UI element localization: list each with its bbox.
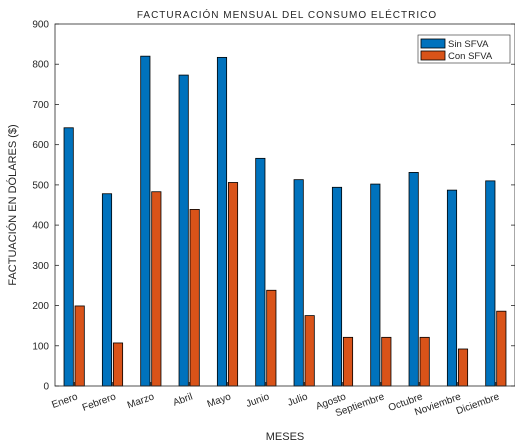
bar-sin-sfva-julio xyxy=(293,179,304,387)
y-tick-label: 800 xyxy=(32,60,49,71)
bar-sin-sfva-enero xyxy=(63,127,74,387)
bar-sin-sfva-abril xyxy=(178,74,189,387)
bar-sin-sfva-noviembre xyxy=(446,189,458,387)
x-tick-label-diciembre: Diciembre xyxy=(455,391,501,417)
x-tick-label-abril: Abril xyxy=(172,391,195,408)
bar-con-sfva-mayo xyxy=(227,182,239,387)
y-tick-label: 500 xyxy=(32,180,49,191)
y-tick-label: 0 xyxy=(43,382,49,393)
y-tick-label: 700 xyxy=(32,100,49,111)
bar-sin-sfva-junio xyxy=(255,157,266,387)
chart-title: FACTURACIÓN MENSUAL DEL CONSUMO ELÉCTRIC… xyxy=(137,8,437,21)
plot-frame xyxy=(54,23,515,387)
bar-con-sfva-octubre xyxy=(419,336,430,387)
y-tick-label: 100 xyxy=(32,341,49,352)
bar-con-sfva-noviembre xyxy=(457,348,469,387)
bar-con-sfva-junio xyxy=(266,289,277,387)
y-tick-label: 400 xyxy=(32,221,49,232)
bar-sin-sfva-mayo xyxy=(216,56,228,387)
bar-con-sfva-abril xyxy=(189,209,200,387)
legend: Sin SFVA Con SFVA xyxy=(417,34,511,64)
bar-con-sfva-julio xyxy=(304,315,315,387)
x-axis-label: MESES xyxy=(266,431,305,443)
y-tick-label: 600 xyxy=(32,140,49,151)
x-tick-label-junio: Junio xyxy=(245,391,272,410)
bar-sin-sfva-febrero xyxy=(101,193,113,387)
bar-con-sfva-septiembre xyxy=(381,336,392,387)
bar-con-sfva-febrero xyxy=(112,342,124,387)
bars-layer xyxy=(63,55,507,387)
legend-label-sin-sfva: Sin SFVA xyxy=(448,39,489,50)
x-tick-label-mayo: Mayo xyxy=(206,391,233,410)
bar-sin-sfva-diciembre xyxy=(485,180,496,387)
y-tick-label: 900 xyxy=(32,20,49,31)
y-axis-ticks: 0 100 200 300 400 500 600 700 800 900 xyxy=(32,20,515,393)
bar-sin-sfva-octubre xyxy=(408,172,419,387)
x-axis-ticks: Enero Febrero Marzo Abril Mayo Junio Julio Agos… xyxy=(50,382,501,419)
bar-con-sfva-enero xyxy=(74,305,85,387)
legend-swatch-sin-sfva xyxy=(420,38,446,49)
y-tick-label: 300 xyxy=(32,261,49,272)
bar-con-sfva-diciembre xyxy=(496,310,507,387)
x-tick-label-marzo: Marzo xyxy=(126,391,156,411)
bar-sin-sfva-agosto xyxy=(331,186,343,387)
bar-con-sfva-agosto xyxy=(342,336,354,387)
legend-swatch-con-sfva xyxy=(420,50,446,61)
y-tick-label: 200 xyxy=(32,301,49,312)
x-tick-label-enero: Enero xyxy=(50,391,79,411)
x-tick-label-julio: Julio xyxy=(286,391,310,409)
plot-area xyxy=(55,24,515,386)
x-tick-label-febrero: Febrero xyxy=(81,391,118,413)
bar-con-sfva-marzo xyxy=(151,191,162,387)
bar-sin-sfva-marzo xyxy=(140,55,151,387)
legend-label-con-sfva: Con SFVA xyxy=(448,51,493,62)
bar-sin-sfva-septiembre xyxy=(370,183,381,387)
y-axis-label: FACTUACIÓN EN DÓLARES ($) xyxy=(6,124,19,285)
